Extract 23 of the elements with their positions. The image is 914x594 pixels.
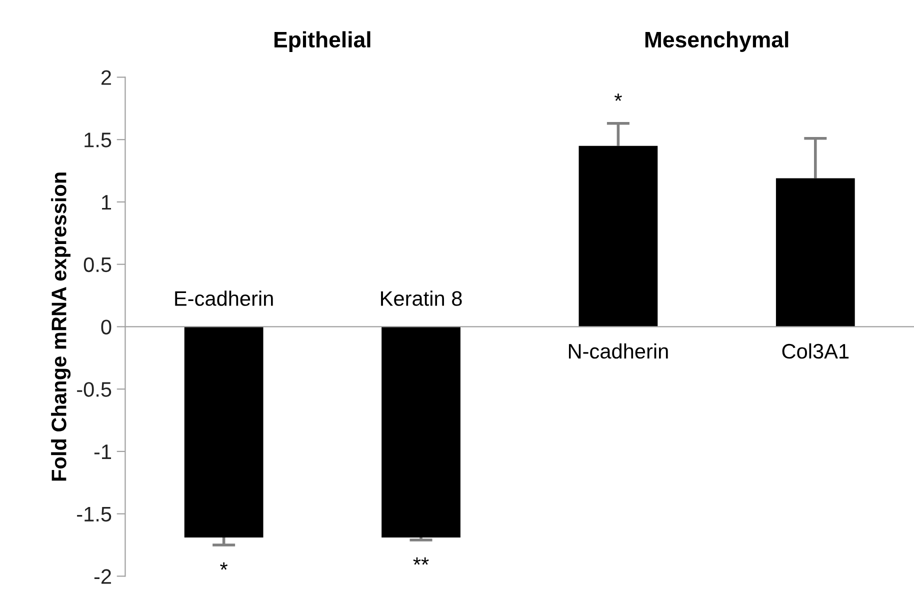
x-tick-label: Col3A1 <box>782 343 849 359</box>
y-tick-label: 1 <box>102 195 112 210</box>
annotation: ** <box>413 557 429 565</box>
y-tick-label: -2 <box>94 569 111 584</box>
y-tick-label: -0.5 <box>77 382 112 397</box>
text: Epithelial <box>274 31 370 52</box>
annotation: * <box>220 562 228 570</box>
bar <box>184 326 264 538</box>
bar <box>776 178 855 327</box>
bar <box>382 326 460 538</box>
y-tick-label: -1.5 <box>77 507 112 522</box>
y-tick-label: 0 <box>101 320 112 334</box>
y-tick-label: 1.5 <box>84 132 112 148</box>
text: Mesenchymal <box>645 31 788 52</box>
x-tick-label: E-cadherin <box>175 290 273 306</box>
bar <box>578 146 658 327</box>
y-tick-label: -1 <box>94 444 112 459</box>
y-tick-label: 2 <box>101 70 111 85</box>
annotation: * <box>614 94 622 101</box>
y-axis-title: Fold Change mRNA expression <box>51 172 71 481</box>
x-tick-label: N-cadherin <box>568 343 668 359</box>
y-tick-label: 0.5 <box>84 257 112 272</box>
x-tick-label: Keratin 8 <box>381 290 462 306</box>
